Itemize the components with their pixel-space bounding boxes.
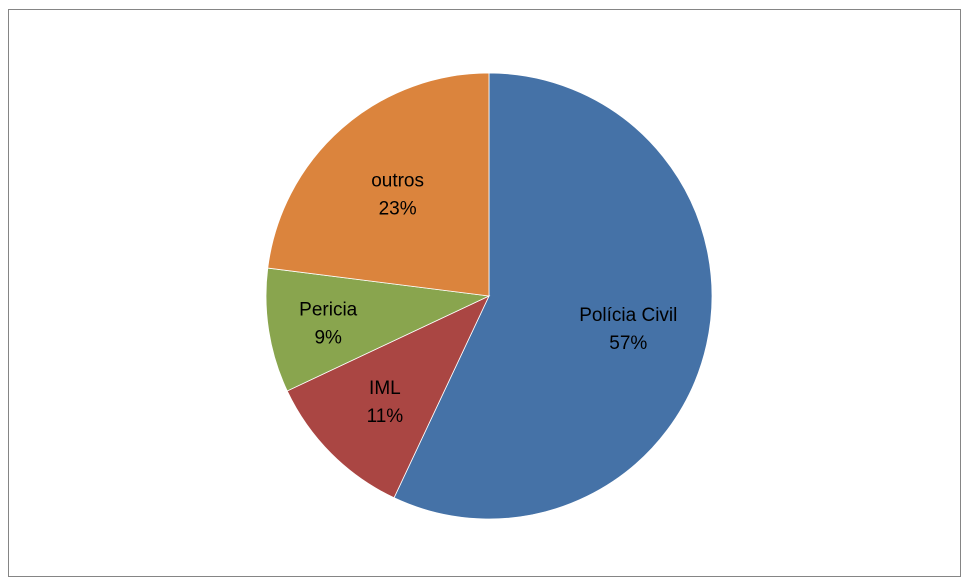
- slice-category-label: IML: [369, 378, 401, 399]
- slice-category-label: outros: [371, 170, 424, 191]
- slice-category-label: Pericia: [299, 300, 358, 321]
- pie-slice-iml: [286, 295, 490, 499]
- pie-slice-pericia: [265, 267, 491, 392]
- pie-slice-outros: [267, 72, 490, 297]
- pie-slice-pol-cia-civil: [393, 72, 713, 520]
- slice-category-label: Polícia Civil: [579, 305, 677, 326]
- slice-percent-label: 23%: [379, 198, 417, 219]
- slice-labels: Polícia Civil 57% IML 11% Pericia 9% outros 23%: [299, 170, 677, 427]
- pie-slices: [265, 72, 713, 520]
- slice-percent-label: 11%: [367, 406, 404, 427]
- slice-percent-label: 57%: [609, 333, 647, 354]
- slice-percent-label: 9%: [314, 328, 342, 349]
